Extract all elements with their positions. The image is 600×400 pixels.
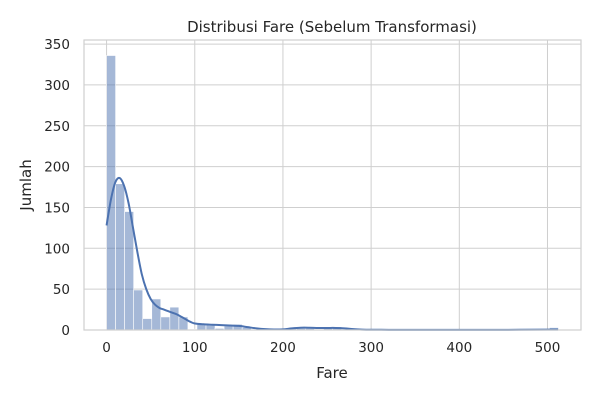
x-axis-label: Fare (316, 364, 348, 382)
y-tick-label: 350 (44, 37, 70, 53)
y-tick-labels: 0 50 100 150 200 250 300 350 (44, 37, 70, 339)
histogram-bar (115, 183, 125, 331)
x-tick-label: 500 (535, 340, 561, 356)
y-tick-label: 100 (44, 241, 70, 257)
x-tick-label: 100 (182, 340, 208, 356)
histogram-bar (133, 289, 144, 331)
y-gridlines (84, 43, 581, 331)
x-tick-label: 0 (102, 340, 111, 356)
kde-curve (105, 176, 559, 331)
y-tick-label: 150 (44, 200, 70, 216)
y-tick-label: 200 (44, 160, 70, 176)
x-tick-label: 300 (358, 340, 384, 356)
y-axis-label: Jumlah (17, 159, 35, 211)
y-tick-label: 300 (44, 78, 70, 94)
histogram-bar (169, 306, 180, 331)
y-tick-label: 0 (61, 323, 70, 339)
y-tick-label: 50 (53, 282, 70, 298)
x-tick-labels: 0 100 200 300 400 500 (102, 340, 560, 356)
x-tick-label: 200 (270, 340, 296, 356)
histogram-bar (142, 318, 153, 331)
chart-title: Distribusi Fare (Sebelum Transformasi) (187, 18, 477, 36)
x-gridlines (106, 40, 548, 330)
histogram-bar (106, 55, 116, 331)
y-tick-label: 250 (44, 119, 70, 135)
histogram-bar (205, 324, 216, 331)
x-tick-label: 400 (446, 340, 472, 356)
histogram-bar (160, 316, 171, 331)
plot-frame (83, 39, 582, 331)
